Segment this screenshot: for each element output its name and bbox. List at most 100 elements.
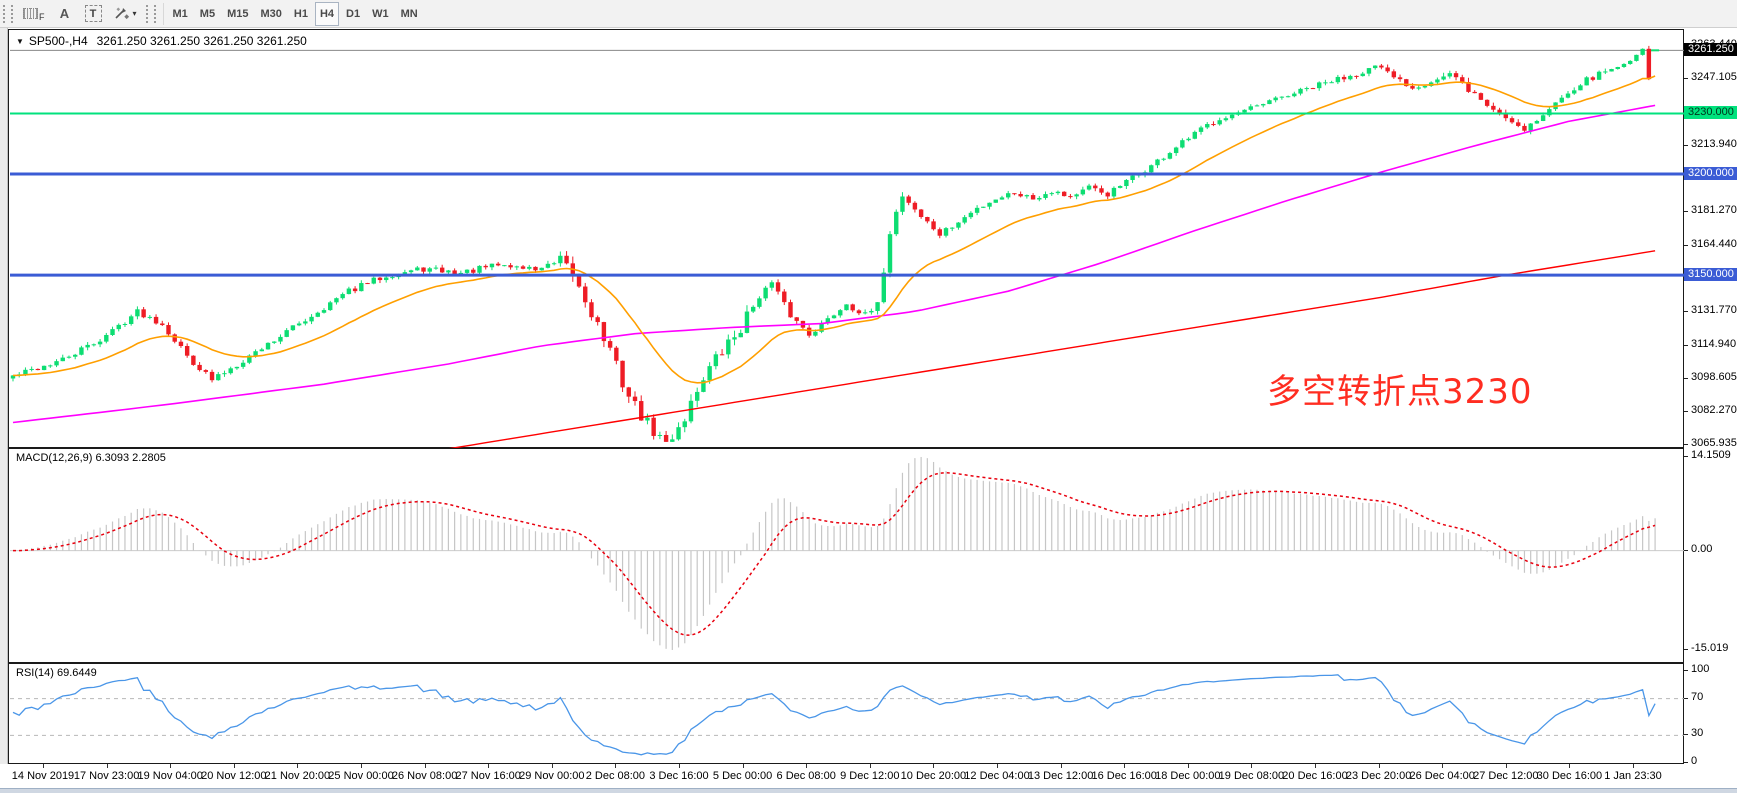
fast-ma-line — [12, 75, 1656, 384]
macd-canvas[interactable] — [10, 450, 1684, 663]
price-tick-label: 3131.770 — [1691, 303, 1737, 316]
macd-tick-label: 14.1509 — [1691, 448, 1731, 461]
price-tick-mark — [1684, 77, 1688, 79]
time-tick-mark — [1187, 764, 1189, 768]
time-tick-mark — [1442, 764, 1444, 768]
time-tick-mark — [233, 764, 235, 768]
time-axis-label: 20 Dec 16:00 — [1282, 770, 1348, 782]
time-tick-mark — [43, 764, 44, 768]
time-tick-mark — [1060, 764, 1062, 768]
price-chart-canvas[interactable] — [10, 31, 1684, 448]
price-tick-mark — [1684, 377, 1688, 379]
timeframe-button-h4[interactable]: H4 — [314, 1, 340, 26]
price-tick-label: 3114.940 — [1691, 337, 1737, 350]
chart-annotation-text[interactable]: 多空转折点3230 — [1267, 372, 1533, 412]
macd-label: MACD(12,26,9) 6.3093 2.2805 — [16, 452, 166, 464]
time-axis[interactable]: 14 Nov 2019 17 Nov 23:00 19 Nov 04:00 20 No… — [0, 764, 1684, 788]
time-axis-label: 13 Dec 12:00 — [1027, 770, 1094, 782]
price-tick-label: 3082.270 — [1691, 403, 1737, 416]
price-tick-mark — [1684, 244, 1688, 246]
timeframe-button-m15[interactable]: M15 — [222, 2, 253, 26]
time-tick-mark — [997, 764, 998, 768]
time-tick-mark — [551, 764, 553, 768]
text-tool-button[interactable]: A — [52, 2, 78, 26]
time-tick-mark — [1315, 764, 1316, 768]
time-axis-label: 26 Nov 08:00 — [391, 770, 458, 782]
time-tick-mark — [1124, 764, 1126, 768]
text-label-tool-button[interactable]: T — [80, 2, 107, 26]
timeframe-button-m1[interactable]: M1 — [168, 2, 193, 26]
window-bottom-edge — [0, 788, 1737, 793]
time-tick-mark — [615, 764, 617, 768]
text-tool-icon: A — [59, 6, 70, 21]
time-axis-label: 19 Nov 04:00 — [137, 770, 203, 782]
arrow-style-tool-button[interactable]: ▾ — [109, 2, 142, 26]
mid-ma-line — [12, 104, 1656, 424]
rsi-canvas[interactable] — [10, 665, 1684, 764]
timeframe-button-m5[interactable]: M5 — [195, 2, 220, 26]
price-tick-label: 3164.440 — [1691, 237, 1737, 250]
time-tick-mark — [1569, 764, 1571, 768]
time-axis-label: 14 Nov 2019 — [11, 770, 75, 782]
fibonacci-grid-tool-button[interactable]: F — [18, 2, 50, 26]
time-axis-label: 21 Nov 20:00 — [264, 770, 331, 782]
macd-panel: MACD(12,26,9) 6.3093 2.2805 — [8, 448, 1684, 663]
time-axis-label: 23 Dec 20:00 — [1345, 770, 1412, 782]
rsi-label: RSI(14) 69.6449 — [16, 667, 97, 679]
timeframe-button-mn[interactable]: MN — [396, 2, 423, 26]
price-tick-mark — [1684, 648, 1688, 650]
time-axis-label: 27 Dec 12:00 — [1473, 770, 1539, 782]
price-tick-mark — [1684, 734, 1688, 736]
rsi-panel: RSI(14) 69.6449 — [8, 663, 1684, 764]
price-tick-mark — [1684, 410, 1688, 412]
toolbar-drag-handle[interactable] — [145, 4, 156, 23]
time-axis-label: 18 Dec 00:00 — [1155, 770, 1221, 782]
time-tick-mark — [106, 764, 108, 768]
rsi-tick-label: 100 — [1691, 663, 1710, 675]
time-tick-mark — [806, 764, 808, 768]
chart-symbol-label: SP500-,H4 — [28, 34, 88, 48]
time-axis-label: 3 Dec 16:00 — [649, 770, 709, 782]
symbol-dropdown-icon[interactable]: ▼ — [16, 36, 24, 46]
timeframe-button-h1[interactable]: H1 — [289, 2, 313, 26]
timeframe-toolbar: M1 M5 M15 M30 H1 H4 D1 W1 MN — [167, 1, 424, 26]
price-tick-mark — [1684, 443, 1688, 445]
time-axis-label: 26 Dec 04:00 — [1409, 770, 1475, 782]
price-tick-label: 3247.105 — [1691, 70, 1737, 83]
timeframe-button-d1[interactable]: D1 — [341, 2, 365, 26]
time-axis-label: 29 Nov 00:00 — [519, 770, 585, 782]
time-tick-mark — [1633, 764, 1634, 768]
chart-title: ▼ SP500-,H4 3261.250 3261.250 3261.250 3… — [16, 34, 307, 48]
time-axis-label: 17 Nov 23:00 — [73, 770, 140, 782]
price-tick-mark — [1684, 144, 1688, 146]
top-toolbar: F A T ▾ M1 M5 M15 M30 H1 H4 D1 W1 MN — [0, 0, 1737, 28]
price-tick-label: 3098.605 — [1691, 370, 1737, 383]
rsi-tick-label: 70 — [1691, 690, 1704, 703]
arrows-tool-icon — [114, 6, 129, 19]
time-axis-label: 20 Nov 12:00 — [201, 770, 267, 782]
time-axis-label: 6 Dec 08:00 — [776, 770, 836, 782]
price-axis[interactable]: 3263.4403247.1053213.9403197.8053181.270… — [1684, 29, 1737, 767]
timeframe-button-m30[interactable]: M30 — [255, 2, 286, 26]
time-tick-mark — [488, 764, 490, 768]
timeframe-button-w1[interactable]: W1 — [367, 2, 394, 26]
fibonacci-grid-label: F — [39, 11, 45, 22]
price-tick-mark — [1684, 455, 1688, 457]
macd-tick-label: -15.019 — [1691, 641, 1729, 654]
current-price-badge: 3261.250 — [1684, 42, 1737, 56]
time-axis-label: 1 Jan 23:30 — [1604, 770, 1662, 782]
slow-ma-line — [448, 250, 1656, 448]
price-tick-mark — [1684, 344, 1688, 346]
macd-tick-label: 0.00 — [1691, 542, 1713, 555]
toolbar-drag-handle[interactable] — [3, 4, 13, 23]
level-badge-3200: 3200.000 — [1684, 166, 1737, 180]
time-axis-label: 2 Dec 08:00 — [585, 770, 646, 782]
price-tick-mark — [1684, 762, 1688, 763]
time-axis-label: 16 Dec 16:00 — [1091, 770, 1157, 782]
level-badge-3150: 3150.000 — [1684, 267, 1737, 281]
time-tick-mark — [933, 764, 935, 768]
fibonacci-grid-icon — [23, 8, 38, 19]
time-tick-mark — [1505, 764, 1507, 768]
time-axis-label: 19 Dec 08:00 — [1218, 770, 1285, 782]
